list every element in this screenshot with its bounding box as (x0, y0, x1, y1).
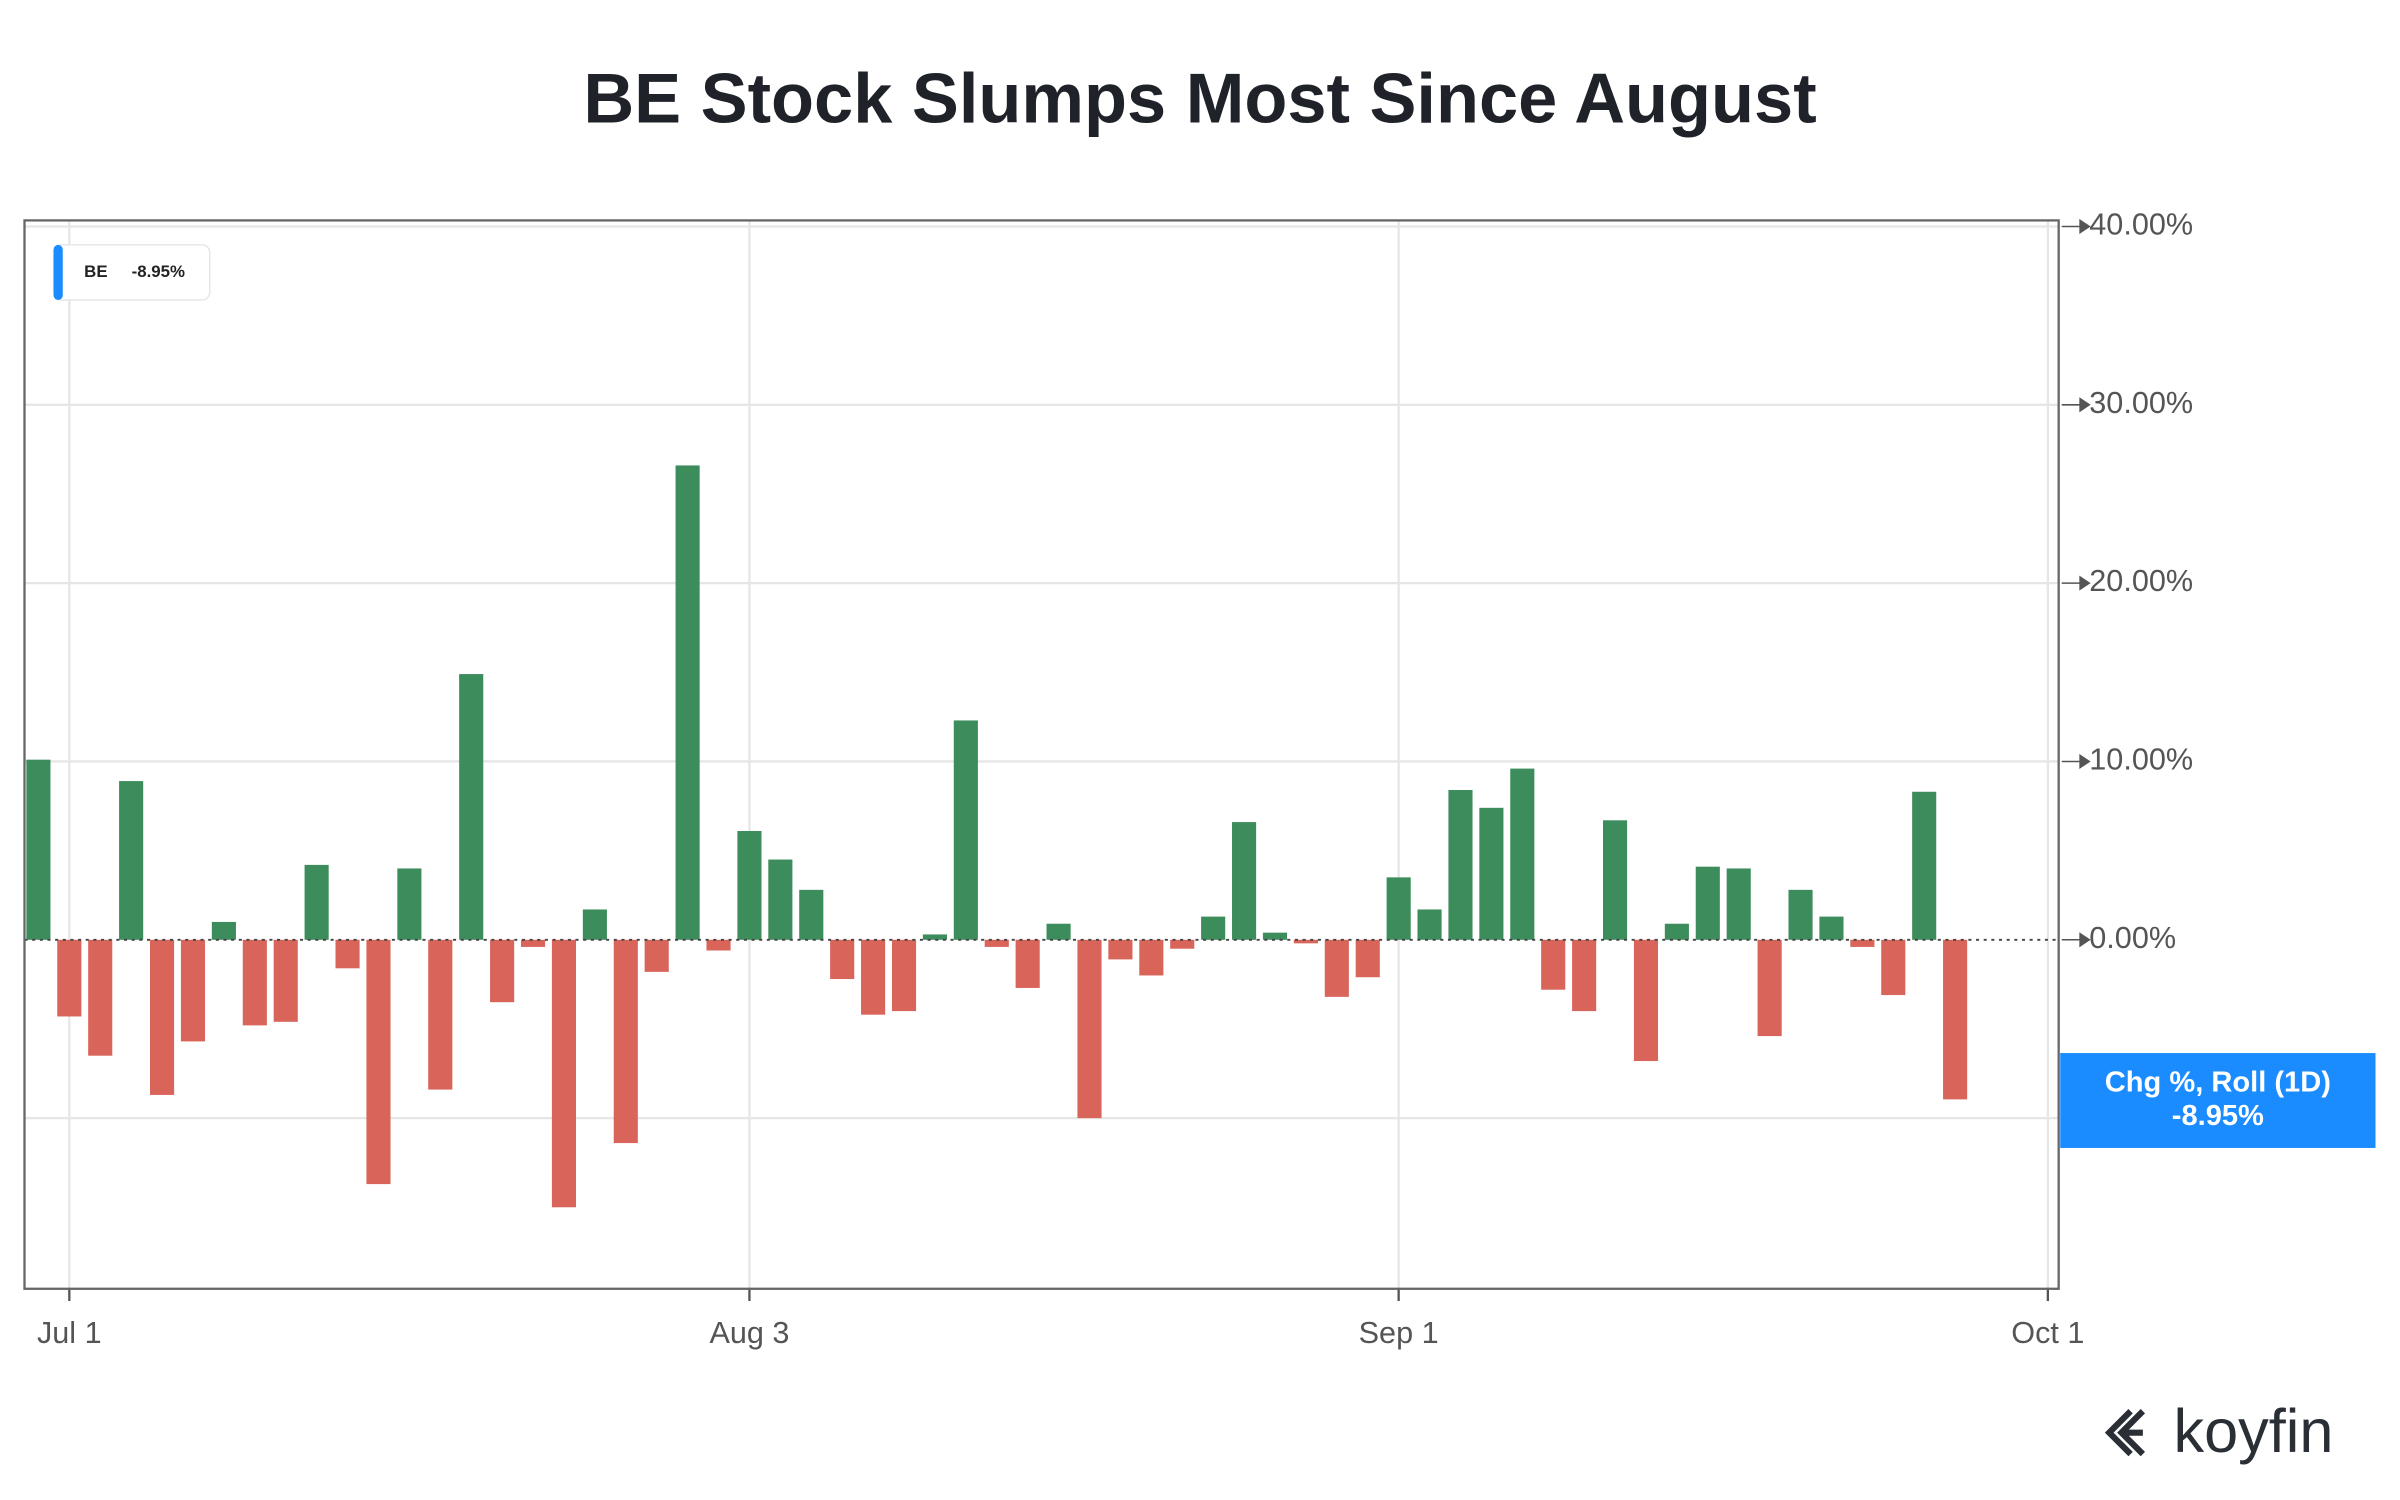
bar (211, 921, 236, 940)
bar (1726, 868, 1751, 940)
plot-frame (23, 219, 2060, 1290)
bar (1479, 807, 1504, 940)
y-tick-mark (2061, 575, 2091, 591)
bar (397, 868, 422, 940)
bar (1293, 939, 1318, 944)
brand: koyfin (2104, 1397, 2333, 1465)
bar (861, 939, 886, 1015)
bar (1819, 916, 1844, 940)
bar (1788, 889, 1813, 940)
bar (1046, 923, 1071, 940)
y-tick-label: 20.00% (2089, 564, 2193, 598)
bar (1943, 939, 1968, 1100)
bar (1448, 789, 1473, 940)
bar (737, 831, 762, 940)
bar (1881, 939, 1906, 996)
bar (242, 939, 267, 1026)
bar (1757, 939, 1782, 1037)
bar (644, 939, 669, 972)
y-tick-mark (2061, 932, 2091, 948)
x-tick-label: Jul 1 (37, 1316, 102, 1350)
bar (459, 674, 484, 940)
x-tick-label: Oct 1 (2011, 1316, 2084, 1350)
legend-value: -8.95% (132, 262, 185, 281)
bar (675, 465, 700, 940)
bar (57, 939, 82, 1017)
bar (706, 939, 731, 951)
bar (335, 939, 360, 969)
bar (1324, 939, 1349, 997)
bar (490, 939, 515, 1003)
bar (551, 939, 577, 1208)
bar (891, 939, 917, 1012)
bar (1510, 768, 1535, 940)
bar (150, 939, 175, 1095)
bar (366, 939, 391, 1185)
bar (1108, 939, 1133, 960)
y-tick-label: 0.00% (2089, 921, 2176, 955)
bar (1201, 916, 1226, 940)
badge-box (2060, 1053, 2376, 1148)
bar (1386, 877, 1411, 940)
bar (1262, 932, 1288, 940)
bar (768, 859, 793, 940)
bar (119, 781, 144, 940)
y-tick-mark (2061, 218, 2091, 235)
y-tick-mark (2061, 753, 2091, 770)
bar (830, 939, 855, 980)
bar (984, 939, 1009, 947)
brand-logo (2104, 1409, 2146, 1457)
bar (613, 939, 638, 1144)
bars (24, 465, 2059, 1208)
bar (88, 939, 113, 1056)
bar (304, 864, 329, 940)
bar (582, 909, 607, 940)
bar (1633, 939, 1659, 1062)
brand-name: koyfin (2173, 1397, 2333, 1465)
bar (1355, 939, 1380, 978)
bar (1417, 909, 1442, 940)
bar (922, 934, 947, 940)
bar (1541, 939, 1566, 990)
grid: 0.00% 10.00% 20.00% 30.00% 40.00% Jul 1 Aug 3 S… (24, 208, 2193, 1350)
bar (1695, 866, 1720, 940)
bar (180, 939, 206, 1042)
legend-name: BE (84, 262, 107, 281)
bar (1015, 939, 1040, 988)
y-tick-label: 30.00% (2089, 386, 2193, 420)
bar (1077, 939, 1102, 1119)
bar (1850, 939, 1875, 947)
bar (1572, 939, 1597, 1012)
bar (1170, 939, 1195, 949)
y-tick-label: 10.00% (2089, 743, 2193, 777)
badge-title: Chg %, Roll (1D) (2105, 1066, 2331, 1098)
bar (1232, 822, 1257, 940)
y-tick-label: 40.00% (2089, 208, 2193, 242)
bar (428, 939, 453, 1090)
legend: BE -8.95% (52, 244, 211, 301)
bar (520, 939, 546, 947)
bar (953, 720, 978, 940)
bar (1602, 820, 1628, 940)
x-tick-label: Aug 3 (709, 1316, 789, 1350)
bar (1139, 939, 1164, 976)
y-tick-mark (2061, 397, 2091, 413)
bar (1664, 923, 1689, 940)
badge-value: -8.95% (2172, 1100, 2264, 1132)
chart-title: BE Stock Slumps Most Since August (583, 59, 1816, 138)
badge: Chg %, Roll (1D) -8.95% (2060, 1053, 2376, 1148)
x-tick-label: Sep 1 (1359, 1316, 1439, 1350)
bar (799, 889, 824, 940)
bar (26, 759, 51, 940)
bar (273, 939, 298, 1022)
legend-swatch (53, 244, 63, 300)
bar (1912, 791, 1937, 940)
